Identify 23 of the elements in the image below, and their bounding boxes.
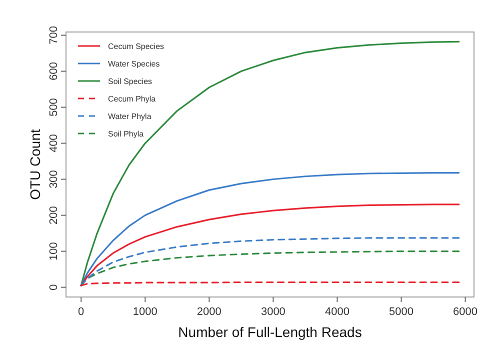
- y-tick-label: 300: [48, 170, 60, 188]
- y-axis-title: OTU Count: [27, 128, 43, 200]
- x-axis-title: Number of Full-Length Reads: [178, 324, 362, 340]
- legend-label: Water Phyla: [108, 112, 152, 121]
- y-tick-label: 700: [48, 26, 60, 44]
- legend-label: Soil Phyla: [108, 130, 144, 138]
- x-tick-label: 5000: [389, 306, 414, 318]
- y-tick-label: 200: [48, 206, 60, 224]
- legend-label: Cecum Phyla: [108, 94, 156, 104]
- y-tick-label: 0: [48, 284, 60, 290]
- x-tick-label: 0: [78, 306, 84, 318]
- x-tick-label: 1000: [132, 306, 158, 318]
- x-tick-label: 2000: [196, 306, 222, 318]
- x-tick-label: 4000: [324, 306, 350, 318]
- legend-label: Soil Species: [108, 77, 152, 86]
- x-tick-label: 6000: [453, 306, 478, 318]
- legend-label: Cecum Species: [108, 42, 164, 51]
- y-tick-label: 600: [48, 62, 60, 80]
- y-tick-label: 400: [48, 134, 60, 152]
- y-tick-label: 500: [48, 98, 60, 116]
- x-tick-label: 3000: [260, 306, 286, 318]
- y-tick-label: 100: [48, 242, 60, 260]
- legend-label: Water Species: [108, 60, 160, 68]
